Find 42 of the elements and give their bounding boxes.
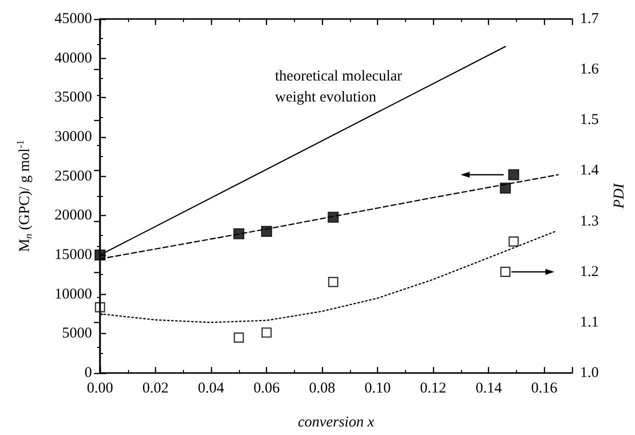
annotation: theoretical molecular weight evolution xyxy=(275,68,406,106)
y-tick-label: 45000 xyxy=(54,11,92,27)
y2-tick-label: 1.4 xyxy=(580,162,600,179)
point xyxy=(234,332,244,343)
y2-tick-label: 1.3 xyxy=(580,213,599,230)
point xyxy=(500,266,510,277)
x-tick-label: 0.14 xyxy=(476,380,502,396)
x-tick-label: 0.04 xyxy=(198,380,225,396)
point xyxy=(94,302,106,312)
point xyxy=(328,276,338,288)
y-axis-title: Mn (GPC)/ g mol-1 xyxy=(16,140,34,252)
y-tick-label: 30000 xyxy=(54,129,92,145)
y-tick-label: 25000 xyxy=(54,168,92,184)
x-axis-title: conversion x xyxy=(298,414,374,430)
point xyxy=(233,228,244,240)
y-tick-label: 0 xyxy=(84,365,92,381)
y-tick-label: 20000 xyxy=(54,208,92,224)
point xyxy=(500,182,511,194)
x-tick-label: 0.12 xyxy=(420,380,446,396)
y2-axis-title: PDI xyxy=(612,182,628,210)
point xyxy=(261,327,272,338)
x-tick-label: 0.00 xyxy=(86,380,114,396)
y2-tick-label: 1.7 xyxy=(580,11,600,27)
y-tick-label: 10000 xyxy=(54,286,92,302)
y2-tick-label: 1.6 xyxy=(580,62,600,78)
x-tick-label: 0.16 xyxy=(531,380,558,396)
point xyxy=(508,236,519,247)
y2-tick-label: 1.1 xyxy=(580,314,599,330)
point xyxy=(508,169,520,180)
y-tick-label: 5000 xyxy=(62,326,92,342)
y-tick-label: 35000 xyxy=(54,90,92,106)
x-tick-label: 0.06 xyxy=(253,380,280,396)
point xyxy=(328,212,339,223)
y2-tick-label: 1.0 xyxy=(580,365,599,381)
y-tick-label: 15000 xyxy=(54,247,92,263)
x-tick-label: 0.10 xyxy=(364,380,391,396)
point xyxy=(261,226,272,237)
y2-tick-label: 1.5 xyxy=(580,112,599,128)
y-tick-label: 40000 xyxy=(54,50,92,66)
x-tick-label: 0.08 xyxy=(308,380,336,396)
y2-tick-label: 1.2 xyxy=(580,264,599,280)
x-tick-label: 0.02 xyxy=(142,380,169,396)
